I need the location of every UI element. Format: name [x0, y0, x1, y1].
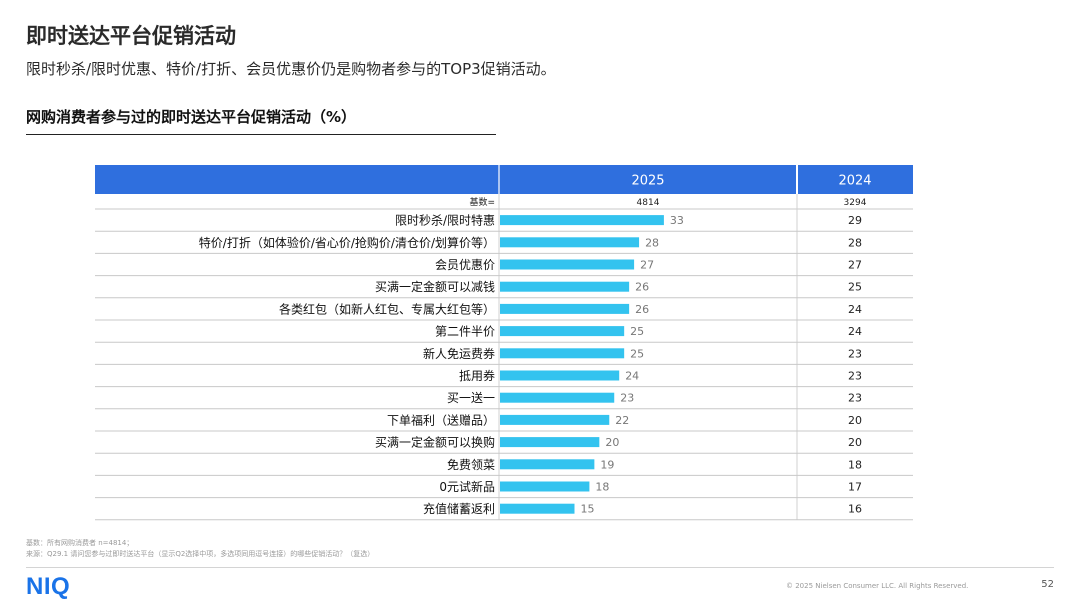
bar-2025: [500, 326, 625, 337]
data-label-2025: 26: [635, 281, 649, 294]
footer-divider: [26, 567, 1054, 568]
value-2024: 28: [848, 236, 862, 249]
chart-title-underline: [26, 134, 496, 135]
data-label-2025: 25: [630, 347, 644, 360]
data-label-2025: 15: [581, 503, 595, 516]
category-label: 下单福利（送赠品）: [387, 412, 495, 427]
value-2024: 20: [848, 436, 862, 449]
category-label: 买满一定金额可以减钱: [375, 279, 495, 294]
footnote-base: 基数：所有网购消费者 n=4814；: [26, 539, 134, 547]
footnote-source: 来源：Q29.1 请问您参与过即时送达平台（显示Q2选择中项，多选项同用逗号连接…: [26, 550, 375, 558]
base-label: 基数=: [469, 196, 495, 208]
footnotes: 基数：所有网购消费者 n=4814； 来源：Q29.1 请问您参与过即时送达平台…: [26, 538, 374, 560]
value-2024: 16: [848, 503, 862, 516]
value-2024: 18: [848, 458, 862, 471]
bar-2025: [500, 237, 640, 248]
category-label: 买一送一: [447, 390, 495, 405]
bar-2025: [500, 459, 595, 470]
value-2024: 24: [848, 303, 862, 316]
data-label-2025: 22: [615, 414, 629, 427]
base-2024-value: 3294: [844, 198, 867, 208]
category-label: 限时秒杀/限时特惠: [395, 213, 495, 228]
bar-2025: [500, 392, 615, 403]
bar-2025: [500, 303, 630, 314]
page-title: 即时送达平台促销活动: [26, 24, 236, 48]
bar-2025: [500, 348, 625, 359]
bar-2025: [500, 281, 630, 292]
category-label: 充值储蓄返利: [423, 501, 495, 516]
category-label: 新人免运费券: [423, 346, 495, 361]
value-2024: 27: [848, 259, 862, 272]
copyright: © 2025 Nielsen Consumer LLC. All Rights …: [786, 582, 969, 590]
value-2024: 24: [848, 325, 862, 338]
page-subtitle: 限时秒杀/限时优惠、特价/打折、会员优惠价仍是购物者参与的TOP3促销活动。: [26, 60, 556, 78]
value-2024: 17: [848, 481, 862, 494]
value-2024: 29: [848, 214, 862, 227]
chart-title: 网购消费者参与过的即时送达平台促销活动（%）: [26, 108, 357, 126]
data-label-2025: 23: [620, 392, 634, 405]
header-2025-label: 2025: [631, 174, 664, 189]
category-label: 会员优惠价: [435, 258, 495, 272]
bar-2025: [500, 503, 575, 514]
value-2024: 25: [848, 281, 862, 294]
data-label-2025: 33: [670, 214, 684, 227]
category-label: 第二件半价: [435, 325, 495, 339]
data-label-2025: 19: [600, 458, 614, 471]
data-label-2025: 20: [605, 436, 619, 449]
category-label: 免费领菜: [447, 457, 495, 472]
niq-logo[interactable]: NIQ: [26, 573, 71, 600]
value-2024: 23: [848, 392, 862, 405]
bar-2025: [500, 437, 600, 448]
data-label-2025: 18: [595, 481, 609, 494]
value-2024: 20: [848, 414, 862, 427]
bar-2025: [500, 215, 664, 226]
data-label-2025: 26: [635, 303, 649, 316]
base-2025-value: 4814: [637, 198, 660, 208]
bar-2025: [500, 414, 610, 425]
header-2025-band: [95, 165, 796, 194]
category-label: 买满一定金额可以换购: [375, 435, 495, 450]
data-label-2025: 24: [625, 370, 639, 383]
category-label: 0元试新品: [439, 479, 495, 494]
bar-2025: [500, 370, 620, 381]
bar-2025: [500, 259, 635, 270]
value-2024: 23: [848, 370, 862, 383]
data-label-2025: 28: [645, 236, 659, 249]
header-2024-band: [798, 165, 913, 194]
value-2024: 23: [848, 347, 862, 360]
category-label: 抵用券: [459, 368, 495, 383]
header-2024-label: 2024: [838, 174, 871, 189]
category-label: 各类红包（如新人红包、专属大红包等）: [279, 301, 495, 316]
data-label-2025: 27: [640, 259, 654, 272]
data-label-2025: 25: [630, 325, 644, 338]
bar-2025: [500, 481, 590, 492]
category-label: 特价/打折（如体验价/省心价/抢购价/清仓价/划算价等）: [199, 235, 495, 250]
page-number: 52: [1041, 579, 1054, 590]
